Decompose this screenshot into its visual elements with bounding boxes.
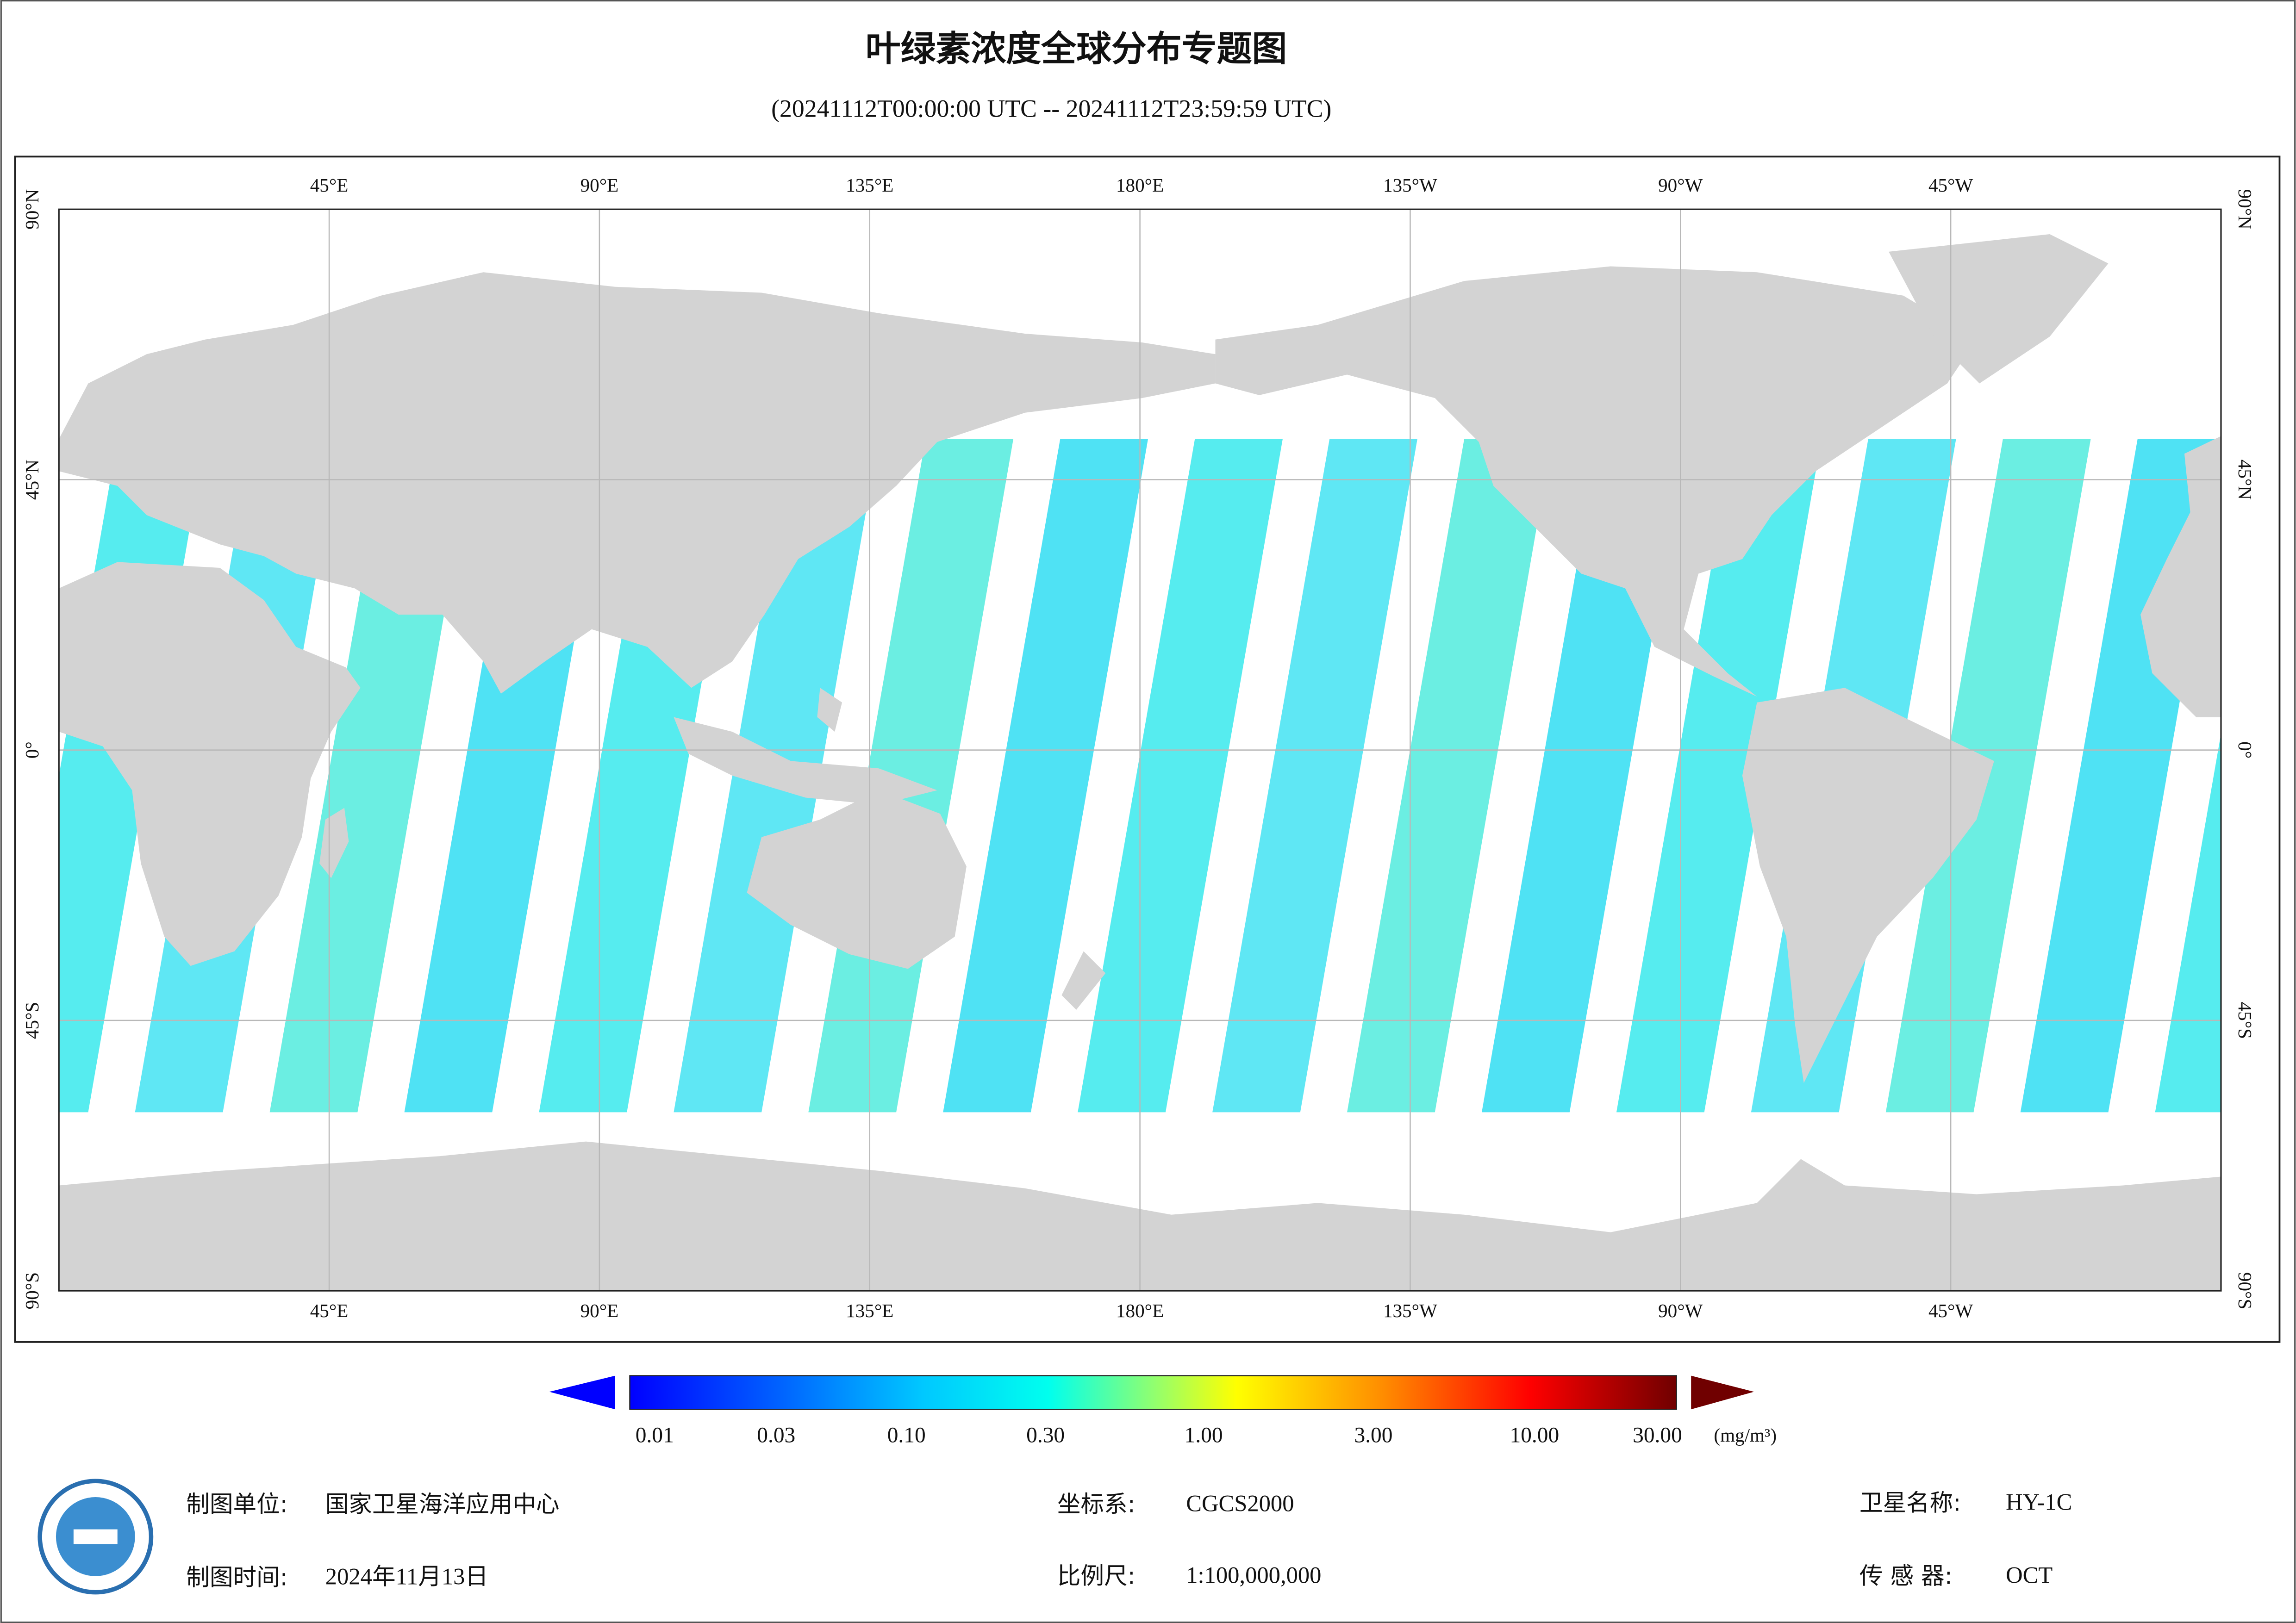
swath xyxy=(943,439,1148,1113)
satellite-label: 卫星名称: xyxy=(1859,1489,1961,1516)
lat-label-left: 90°N xyxy=(21,189,43,230)
logo xyxy=(37,1479,154,1595)
swath xyxy=(1347,439,1552,1113)
colorbar-tick-label: 0.01 xyxy=(636,1423,674,1447)
lon-label-bottom: 45°W xyxy=(1928,1300,1973,1321)
satellite: HY-1C xyxy=(2006,1489,2072,1515)
lon-label-bottom: 180°E xyxy=(1116,1300,1164,1321)
lon-label-top: 180°E xyxy=(1116,174,1164,196)
graticule xyxy=(59,209,2221,1291)
colorbar-tick-label: 0.10 xyxy=(887,1423,926,1447)
land-west-africa-europe xyxy=(2140,436,2221,717)
swath xyxy=(2155,734,2221,1113)
map-border xyxy=(58,208,2222,1292)
graticule-labels: 45°E 45°E 90°E 90°E 135°E 135°E 180°E 180°E 135°… xyxy=(21,174,2256,1321)
colorbar-under-arrow xyxy=(549,1375,615,1410)
lon-label-top: 90°W xyxy=(1658,174,1703,196)
swath xyxy=(1212,439,1417,1113)
lat-label-right: 45°N xyxy=(2234,460,2256,500)
swath xyxy=(1078,439,1283,1113)
date: 2024年11月13日 xyxy=(325,1564,488,1590)
lat-label-left: 0° xyxy=(21,741,43,759)
lat-label-right: 90°S xyxy=(2234,1272,2256,1309)
lon-label-top: 90°E xyxy=(580,174,619,196)
lon-label-top: 135°W xyxy=(1383,174,1437,196)
date-label: 制图时间: xyxy=(186,1564,287,1591)
colorbar-tick-label: 10.00 xyxy=(1510,1423,1559,1447)
sensor: OCT xyxy=(2006,1562,2053,1588)
lat-label-left: 45°N xyxy=(21,460,43,500)
scale-label: 比例尺: xyxy=(1057,1562,1136,1589)
colorbar-tick-label: 30.00 xyxy=(1633,1423,1682,1447)
map-frame xyxy=(14,155,2281,1343)
colorbar-over-arrow xyxy=(1691,1375,1754,1410)
colorbar-tick-label: 0.30 xyxy=(1026,1423,1065,1447)
lon-label-bottom: 90°E xyxy=(580,1300,619,1321)
colorbar-tick-label: 1.00 xyxy=(1185,1423,1223,1447)
lat-label-left: 90°S xyxy=(21,1272,43,1309)
colorbar-unit: (mg/m³) xyxy=(1714,1424,1777,1446)
scale: 1:100,000,000 xyxy=(1186,1562,1321,1588)
land-australia xyxy=(747,790,967,969)
lon-label-bottom: 45°E xyxy=(310,1300,349,1321)
title: 叶绿素浓度全球分布专题图 xyxy=(866,29,1287,69)
colorbar-tick-label: 0.03 xyxy=(757,1423,795,1447)
logo-satellite xyxy=(73,1529,118,1544)
subtitle: (20241112T00:00:00 UTC -- 20241112T23:59… xyxy=(771,95,1331,123)
lon-label-bottom: 135°W xyxy=(1383,1300,1437,1321)
sensor-label: 传 感 器: xyxy=(1859,1562,1953,1589)
crs-label: 坐标系: xyxy=(1057,1491,1136,1518)
land-eurasia xyxy=(59,272,1216,694)
land-greenland xyxy=(1889,234,2109,384)
land-north-america xyxy=(1215,266,1977,697)
land-africa xyxy=(59,562,361,966)
crs: CGCS2000 xyxy=(1186,1491,1294,1517)
land-madagascar xyxy=(319,808,349,878)
lat-label-right: 45°S xyxy=(2234,1002,2256,1039)
colorbar-tick-label: 3.00 xyxy=(1354,1423,1392,1447)
lon-label-bottom: 90°W xyxy=(1658,1300,1703,1321)
lat-label-left: 45°S xyxy=(21,1002,43,1039)
lat-label-right: 90°N xyxy=(2234,189,2256,230)
swath xyxy=(1616,439,1822,1113)
colorbar xyxy=(629,1375,1677,1410)
land-islands xyxy=(674,688,937,805)
land-south-america xyxy=(1742,688,1994,1083)
lat-label-right: 0° xyxy=(2234,741,2256,759)
producer: 国家卫星海洋应用中心 xyxy=(325,1491,560,1518)
lon-label-top: 135°E xyxy=(846,174,893,196)
lon-label-top: 45°E xyxy=(310,174,349,196)
colorbar-ticks: 0.01 0.03 0.10 0.30 1.00 3.00 10.00 30.00 xyxy=(636,1423,1682,1447)
producer-label: 制图单位: xyxy=(186,1491,287,1518)
lon-label-bottom: 135°E xyxy=(846,1300,893,1321)
lon-label-top: 45°W xyxy=(1928,174,1973,196)
land-new-zealand xyxy=(1061,951,1106,1010)
map-area xyxy=(59,209,2221,1291)
